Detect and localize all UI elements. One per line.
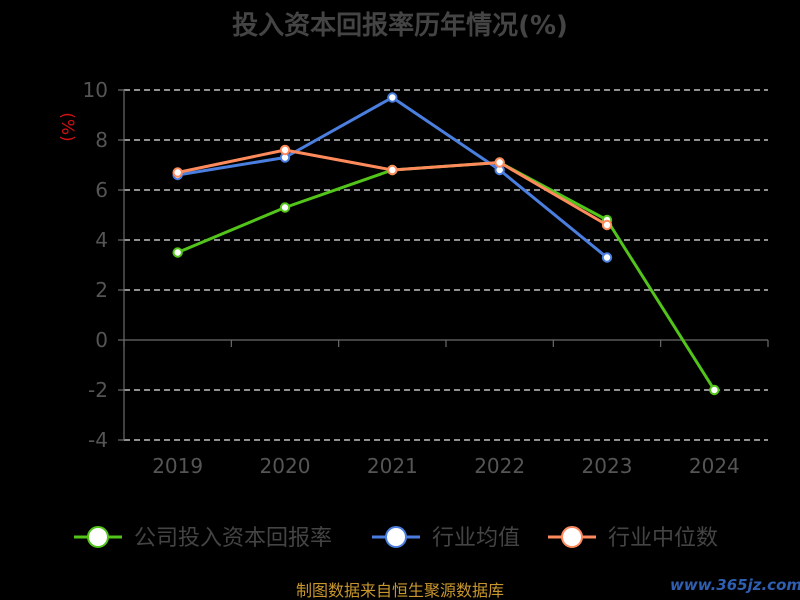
x-tick-label: 2021 [367,454,418,478]
data-point-series0 [709,384,720,396]
y-tick-label: 10 [83,78,108,102]
data-point-series1 [387,92,398,103]
data-point-series2 [387,164,398,176]
y-tick-label: 2 [95,278,108,302]
legend-item-0[interactable]: 公司投入资本回报率 [74,526,332,551]
y-tick-label: 8 [95,128,108,152]
series-line-0 [177,161,716,391]
y-axis-label: (%) [57,112,77,141]
x-tick-label: 2024 [689,454,740,478]
y-tick-label: 4 [95,228,108,252]
y-tick-label: -2 [88,378,108,402]
watermark: www.365jz.com [670,576,800,594]
data-point-series2 [172,167,183,178]
legend-item-1[interactable]: 行业均值 [372,526,520,551]
x-tick-label: 2019 [152,454,203,478]
x-tick-label: 2022 [474,454,525,478]
legend-label: 行业中位数 [608,526,718,551]
data-point-series1 [601,252,613,263]
data-point-series2 [601,219,613,231]
legend-marker [385,526,407,548]
legend-marker [87,526,109,548]
legend-marker [561,526,583,548]
series-line-2 [177,148,608,227]
data-point-series2 [494,157,505,168]
series-line-1 [177,96,608,259]
data-point-series0 [279,202,291,213]
data-source-note: 制图数据来自恒生聚源数据库 [296,581,504,600]
y-tick-label: -4 [88,428,108,452]
data-point-series2 [279,144,291,156]
data-point-series0 [172,247,183,258]
legend-item-2[interactable]: 行业中位数 [548,526,718,551]
y-tick-label: 6 [95,178,108,202]
x-tick-label: 2020 [260,454,311,478]
legend-label: 公司投入资本回报率 [134,526,332,551]
chart-title: 投入资本回报率历年情况(%) [232,10,568,41]
x-tick-label: 2023 [582,454,633,478]
legend-label: 行业均值 [432,526,520,551]
y-tick-label: 0 [95,328,108,352]
